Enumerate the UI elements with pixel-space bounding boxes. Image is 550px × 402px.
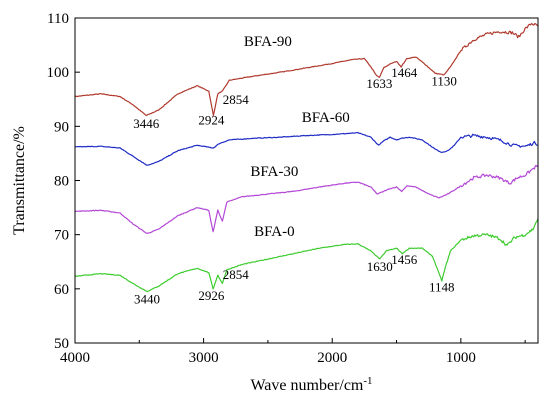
peak-label: 1148: [429, 280, 455, 295]
x-tick-label: 4000: [60, 350, 90, 366]
x-axis: 4000 3000 2000 1000: [60, 338, 526, 366]
y-axis: 50 60 70 80 90 100 110: [47, 11, 80, 352]
x-tick-label: 3000: [189, 350, 219, 366]
y-axis-title: Transmittance/%: [11, 126, 28, 235]
y-tick-label: 60: [54, 282, 69, 298]
peak-label: 1630: [367, 259, 393, 274]
series-label: BFA-0: [254, 224, 295, 240]
series-line-bfa-0: [74, 218, 539, 293]
series-label: BFA-90: [244, 34, 292, 50]
x-axis-title-superscript: -1: [363, 375, 372, 387]
x-axis-title: Wave number/cm-1: [250, 375, 372, 394]
peak-label: 1130: [431, 74, 457, 89]
y-tick-label: 100: [47, 65, 70, 81]
peak-label: 2854: [223, 92, 250, 107]
peak-label: 1633: [366, 76, 392, 91]
y-tick-label: 110: [47, 11, 69, 27]
y-tick-label: 70: [54, 228, 69, 244]
series-line-bfa-60: [74, 131, 539, 166]
peak-label: 2924: [198, 113, 225, 128]
y-tick-label: 50: [54, 336, 69, 352]
peak-label: 3446: [133, 116, 160, 131]
peak-label: 1464: [391, 65, 418, 80]
series-line-bfa-30: [74, 164, 539, 234]
series-lines: [74, 22, 539, 293]
series-line-bfa-90: [74, 22, 539, 117]
peak-label: 2854: [223, 267, 250, 282]
x-tick-label: 2000: [317, 350, 347, 366]
x-axis-title-main: Wave number/cm: [250, 377, 363, 394]
series-label: BFA-30: [250, 164, 298, 180]
peak-label: 1456: [391, 252, 418, 267]
peak-label: 3440: [134, 291, 160, 306]
series-label: BFA-60: [302, 110, 350, 126]
peak-label: 2926: [198, 288, 225, 303]
y-tick-label: 80: [54, 174, 69, 190]
y-tick-label: 90: [54, 119, 69, 135]
x-tick-label: 1000: [446, 350, 476, 366]
